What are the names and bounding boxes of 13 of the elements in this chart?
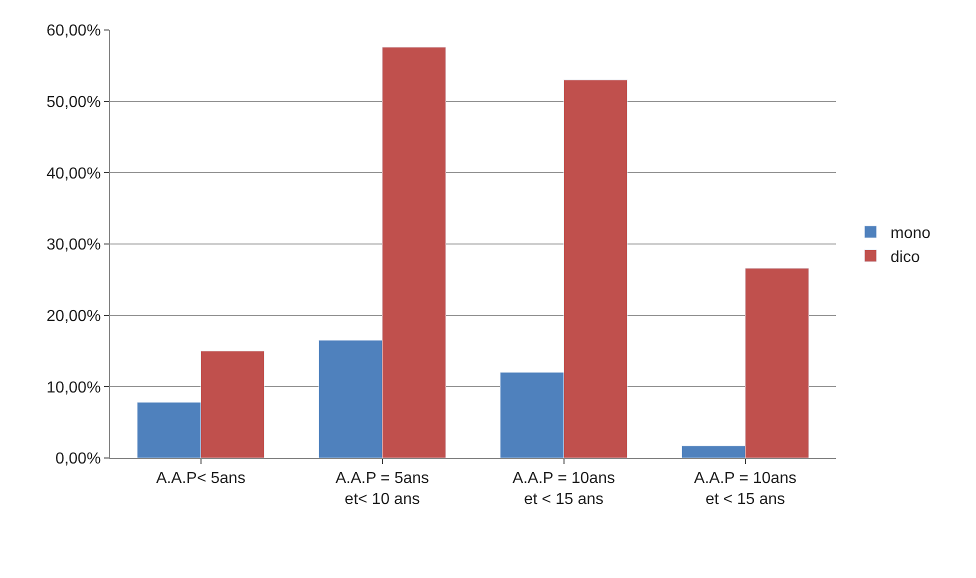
- legend-label: mono: [890, 225, 931, 242]
- y-tick-label: 0,00%: [55, 450, 101, 468]
- y-tick-label: 60,00%: [46, 22, 101, 40]
- y-tick-label: 40,00%: [46, 165, 101, 182]
- y-tick-label: 20,00%: [46, 308, 101, 325]
- x-tick-label: A.A.P = 5ans et< 10 ans: [335, 470, 430, 508]
- x-tick-label: A.A.P< 5ans: [156, 470, 246, 488]
- legend-label: dico: [890, 248, 920, 266]
- y-tick-label: 50,00%: [46, 94, 101, 111]
- x-tick-label: A.A.P = 10ans et < 15 ans: [694, 470, 796, 508]
- x-tick-label: A.A.P = 10ans et < 15 ans: [512, 470, 615, 508]
- y-tick-label: 10,00%: [46, 379, 101, 396]
- y-tick-label: 30,00%: [46, 236, 101, 254]
